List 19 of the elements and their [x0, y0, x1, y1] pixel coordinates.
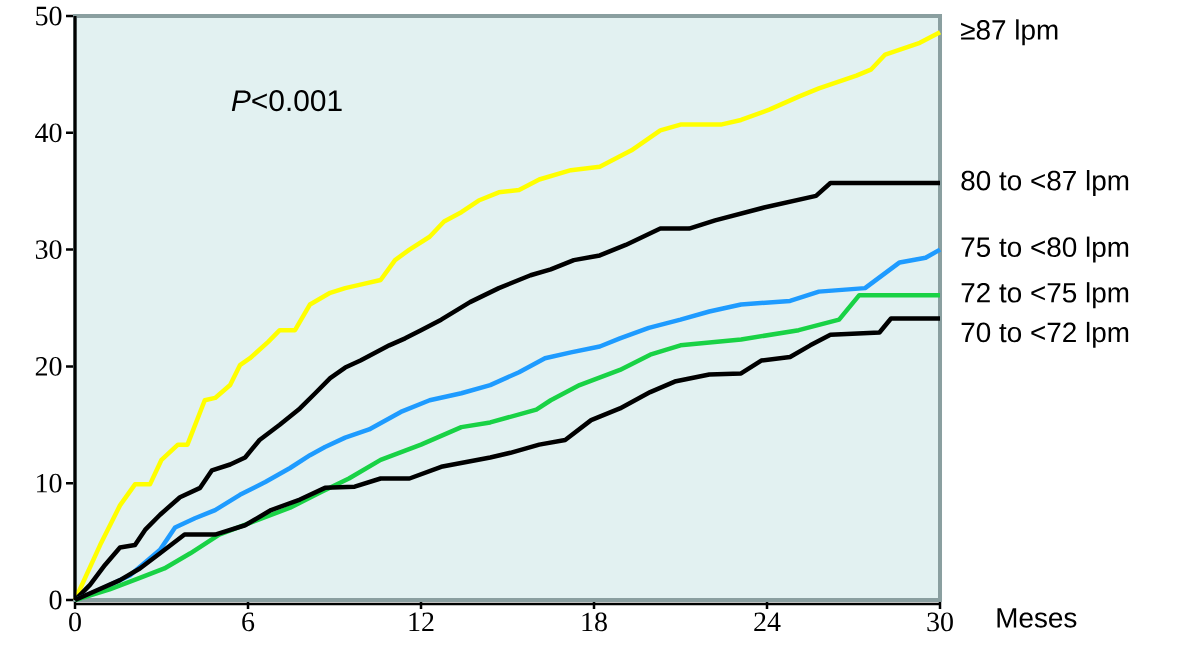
- y-tick-label: 0: [49, 590, 62, 610]
- y-tick-label: 20: [35, 356, 62, 376]
- y-tick-label: 40: [35, 123, 62, 143]
- x-axis-title: Meses: [997, 608, 1077, 628]
- x-tick-label: 30: [927, 612, 953, 632]
- x-tick-label: 24: [754, 612, 781, 631]
- y-tick-label: 30: [35, 240, 62, 259]
- series-label: ≥87 lpm: [961, 19, 1058, 46]
- series-label: 80 to <87 lpm: [961, 170, 1129, 196]
- x-tick-label: 12: [409, 612, 434, 631]
- annotation: P<0.001: [231, 90, 342, 112]
- series-label: 70 to <72 lpm: [961, 321, 1129, 348]
- series-label: 72 to <75 lpm: [961, 282, 1129, 309]
- x-tick-label: 6: [242, 612, 255, 632]
- y-tick-label: 50: [36, 6, 62, 26]
- x-tick-label: 18: [582, 612, 607, 632]
- x-tick-label: 0: [69, 612, 81, 632]
- series-label: 75 to <80 lpm: [961, 236, 1129, 263]
- y-tick-label: 10: [37, 473, 62, 493]
